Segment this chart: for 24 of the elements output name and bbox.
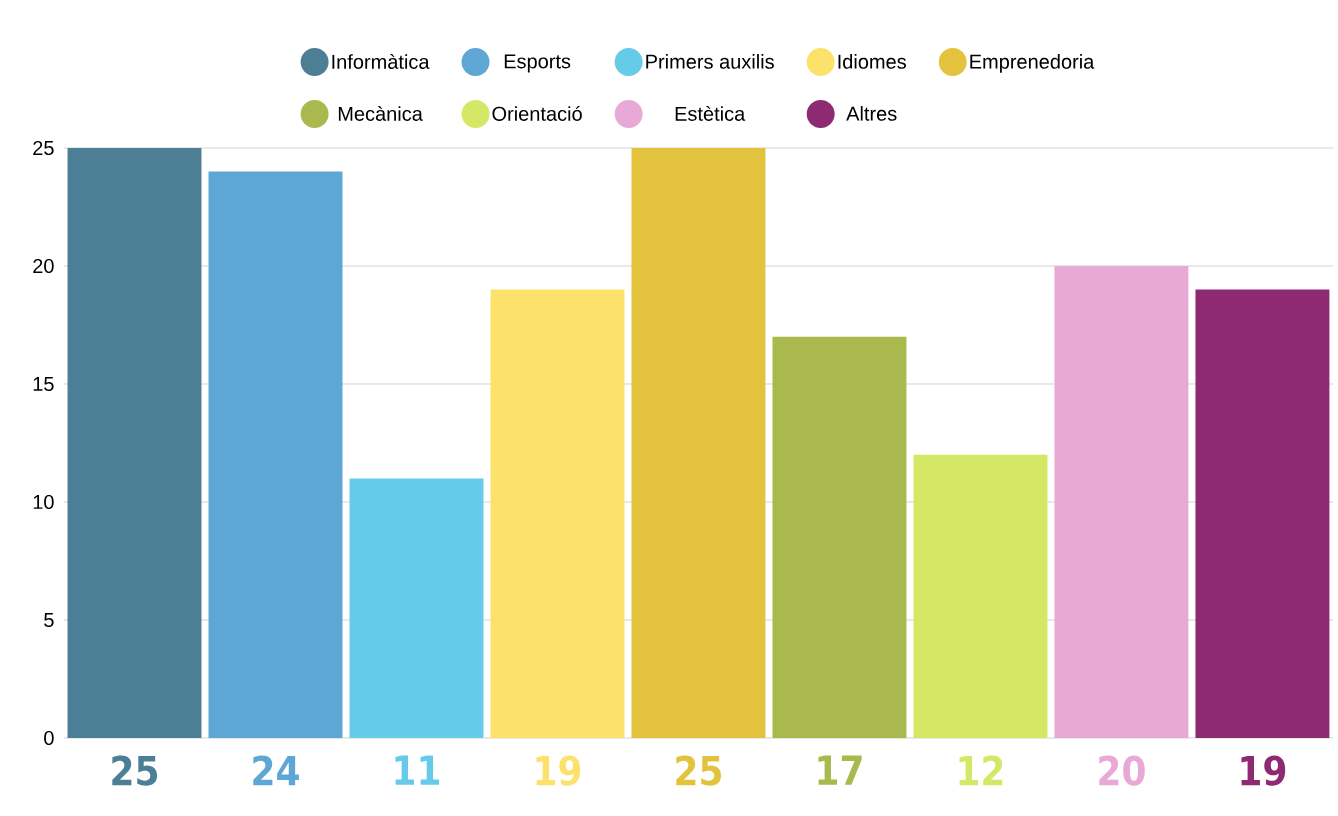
legend-label: Estètica: [675, 105, 746, 121]
y-tick-label: 10: [33, 494, 54, 510]
y-tick-label: 5: [44, 613, 54, 627]
data-label: 20: [1099, 755, 1145, 786]
y-tick-label: 0: [44, 730, 54, 746]
legend-label: Esports: [504, 54, 571, 73]
data-label: 12: [959, 755, 1003, 786]
data-label: 19: [536, 755, 581, 786]
legend-label: Informàtica: [332, 53, 430, 69]
data-label: 25: [112, 755, 158, 786]
data-label: 17: [818, 755, 862, 785]
data-label: 24: [253, 755, 299, 786]
data-label: 11: [395, 755, 440, 785]
y-tick-label: 20: [33, 258, 54, 274]
legend-label: Orientació: [492, 105, 582, 121]
data-label: 19: [1241, 755, 1286, 786]
legend-label: Altres: [846, 106, 897, 121]
legend-label: Primers auxilis: [646, 54, 774, 69]
legend-label: Idiomes: [838, 54, 906, 69]
data-label: 25: [676, 755, 722, 786]
legend-label: Mecànica: [338, 105, 423, 121]
y-tick-label: 15: [33, 377, 54, 391]
legend-label: Emprenedoria: [970, 54, 1095, 73]
y-tick-label: 25: [33, 140, 54, 156]
